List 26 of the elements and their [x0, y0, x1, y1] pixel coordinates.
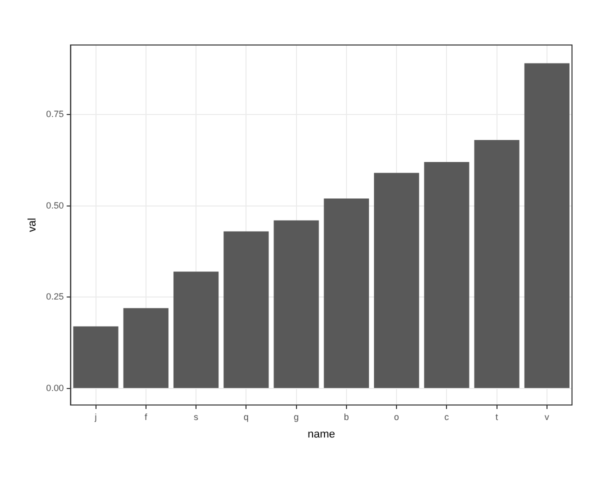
bar: [73, 326, 118, 388]
y-tick-label: 0.75: [46, 108, 64, 119]
y-tick-label: 0.50: [46, 200, 64, 210]
x-tick-label: b: [344, 412, 349, 422]
x-tick-label: f: [144, 412, 148, 422]
bar: [424, 162, 470, 388]
x-tick-label: v: [544, 412, 550, 422]
bar: [474, 140, 520, 388]
bar: [524, 63, 570, 388]
x-tick-label: q: [244, 412, 249, 422]
bar: [224, 231, 269, 388]
x-tick-label: o: [394, 412, 400, 422]
x-tick-label: g: [294, 412, 299, 422]
x-tick-label: j: [94, 412, 97, 422]
y-tick-label: 0.00: [46, 383, 64, 394]
y-tick-label: 0.25: [46, 292, 64, 302]
bar: [173, 272, 219, 388]
x-axis-title: name: [308, 428, 336, 440]
bar: [374, 172, 420, 388]
y-axis-title: val: [26, 218, 39, 232]
bar: [324, 198, 369, 388]
x-tick-label: t: [496, 412, 499, 422]
bar: [123, 308, 168, 388]
bar: [274, 220, 319, 388]
x-tick-label: s: [194, 412, 199, 422]
x-tick-label: c: [444, 412, 450, 422]
